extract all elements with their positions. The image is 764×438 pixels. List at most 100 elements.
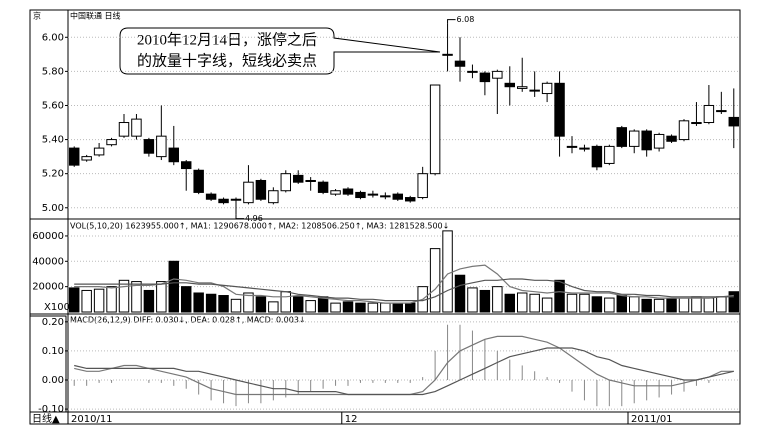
candle-body [243,181,254,204]
volume-bar [554,279,565,313]
volume-bar [442,230,453,313]
candle-body [404,197,416,202]
macd-axis-box [29,315,67,413]
volume-bar [305,300,316,313]
candle-body [666,135,677,142]
candle-body [268,190,279,204]
candle-body [68,147,80,166]
candle-body [492,70,503,79]
y-tick-label: 60000 [32,231,64,242]
candle-body [653,133,665,149]
y-tick-label: 5.80 [42,66,64,77]
volume-bar [467,287,478,313]
volume-bar [616,295,628,313]
annotation: 2010年12月14日，涨停之后 [137,31,317,48]
volume-bar [716,296,727,313]
candle-body [442,53,453,56]
candle-body [392,193,404,200]
y-label: 京 [33,11,41,21]
candle-body [703,104,715,124]
y-tick-label: 0.00 [42,375,64,386]
volume-title: VOL(5,10,20) 1623955.000↑, MA1: 1290678.… [70,222,449,231]
volume-bar [180,286,192,313]
period-label: 日线▲ [32,412,60,425]
candle-body [93,147,105,156]
volume-bar [342,301,354,313]
callout [119,27,441,75]
y-tick-label: 5.00 [42,203,64,214]
y-tick-label: -0.10 [38,404,64,415]
volume-bar [529,293,540,313]
frame [29,9,741,425]
volume-bar [81,289,92,313]
candle-body [317,181,329,193]
y-tick-label: 5.20 [42,169,64,180]
chart-title: 中国联通 日线 [70,11,121,21]
volume-bar [131,281,142,313]
candle-body [579,147,590,150]
volume-bar [492,286,503,313]
max-label: 6.08 [457,15,475,24]
macd-title: MACD(26,12,9) DIFF: 0.030↓, DEA: 0.028↑,… [70,316,306,325]
candle-body [716,110,727,113]
volume-bar [143,289,155,313]
candle-body [516,86,528,89]
volume-bar [604,297,615,313]
candle-body [81,156,92,161]
volume-bar [566,293,578,313]
volume-bar [268,301,279,313]
candle-body [591,145,603,168]
candle-body [230,198,242,201]
volume-bar [367,302,379,313]
volume-bar [579,293,590,313]
volume-bar [392,302,404,313]
volume-bar [243,292,254,313]
volume-bar [666,297,677,313]
y-tick-label: 5.40 [42,135,64,146]
indicator-line [74,347,734,396]
volume-bar [355,302,366,313]
indicator-line [74,335,734,396]
volume-bar [255,296,267,313]
volume-bar [380,302,391,313]
volume-bar [68,287,80,313]
candle-body [218,198,229,204]
candle-body [429,84,441,175]
candle-body [628,130,640,147]
candle-body [616,127,628,147]
volume-bar [156,281,167,313]
volume-bar [628,296,640,313]
candle-body [604,145,615,164]
leader [447,19,456,24]
candle-body [566,145,578,148]
candle-body [504,82,516,88]
candle-body [156,135,167,158]
volume-bar [317,296,329,313]
candle-body [641,130,652,151]
volume-bar [218,295,229,313]
volume-bar [703,297,715,313]
volume-bar [479,289,491,313]
volume-bar [168,260,180,313]
candle-body [467,70,478,73]
candle-body [554,82,565,137]
min-label: 4.96 [245,214,263,223]
x-tick-label: 2010/11 [71,414,113,425]
x-tick-label: 2011/01 [631,414,673,425]
y-tick-label: 0.10 [42,346,64,357]
candle-body [205,193,217,200]
candle-body [678,120,690,141]
candle-body [728,116,740,127]
leader [235,214,244,220]
candle-body [255,179,267,200]
volume-bar [93,288,105,313]
candle-body [479,72,491,83]
volume-bar [678,297,690,313]
candle-body [355,191,366,199]
y-tick-label: 0.20 [42,317,64,328]
candle-body [292,174,304,183]
candle-body [180,161,192,170]
candle-body [131,118,142,137]
unit-label: X100 [44,302,70,313]
